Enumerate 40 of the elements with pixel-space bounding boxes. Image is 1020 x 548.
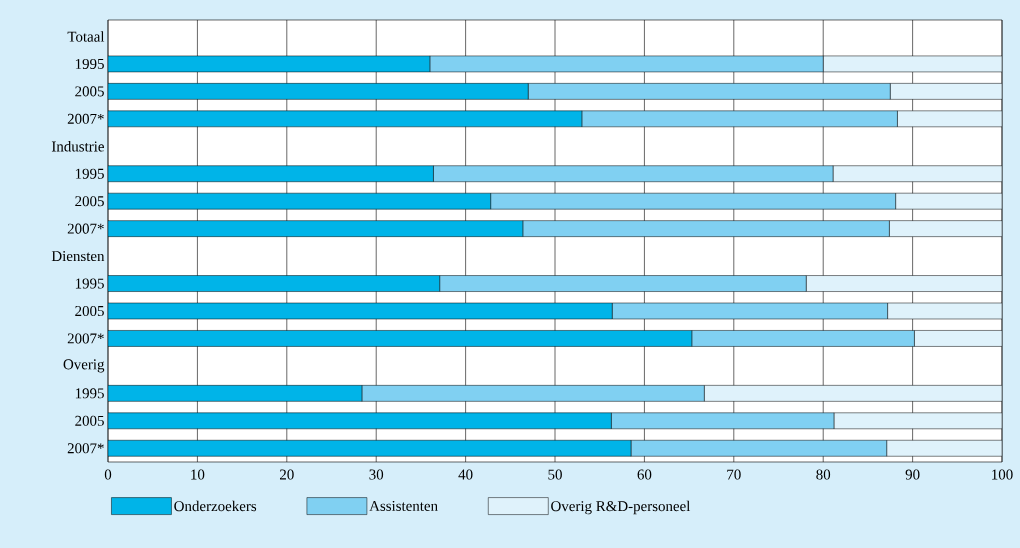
y-tick-label: Overig	[63, 359, 105, 373]
y-tick-label: 1995	[75, 278, 104, 289]
y-tick-label: Diensten	[51, 251, 105, 262]
y-tick-label: 2007*	[67, 113, 104, 124]
y-tick-label: 2007*	[67, 333, 104, 344]
y-tick-label: 1995	[75, 168, 104, 179]
bar	[108, 412, 612, 430]
bar	[108, 165, 434, 182]
bar	[108, 110, 583, 128]
x-tick-label: 40	[458, 469, 473, 480]
x-tick-label: 50	[548, 469, 562, 480]
bar	[108, 192, 491, 210]
legend-label: Assistenten	[369, 500, 438, 511]
y-tick-label: 2005	[75, 196, 104, 207]
y-tick-label: 2005	[75, 415, 104, 426]
x-tick-label: 30	[369, 469, 384, 480]
x-tick-label: 0	[104, 469, 112, 480]
legend-label: Overig R&D-personeel	[551, 500, 691, 515]
x-tick-label: 10	[191, 469, 205, 480]
y-tick-label: 2007*	[67, 223, 104, 234]
y-tick-label: 1995	[75, 388, 104, 399]
bar	[108, 440, 632, 457]
bar	[108, 330, 693, 347]
bar	[108, 83, 529, 100]
x-tick-label: 80	[816, 469, 831, 480]
bar	[108, 220, 524, 237]
y-tick-label: Industrie	[51, 141, 104, 152]
x-tick-label: 100	[992, 469, 1013, 480]
x-tick-label: 90	[905, 469, 920, 480]
y-tick-label: 2005	[75, 86, 104, 97]
x-tick-label: 20	[279, 469, 294, 480]
y-tick-label: 1995	[75, 58, 104, 69]
x-tick-label: 60	[637, 469, 652, 480]
legend-label: Onderzoekers	[174, 500, 257, 512]
y-tick-label: Totaal	[67, 31, 105, 42]
bar	[108, 385, 363, 402]
y-tick-label: 2007*	[67, 443, 104, 454]
x-tick-label: 70	[727, 469, 741, 480]
bar	[108, 275, 440, 292]
y-tick-label: 2005	[75, 305, 104, 317]
